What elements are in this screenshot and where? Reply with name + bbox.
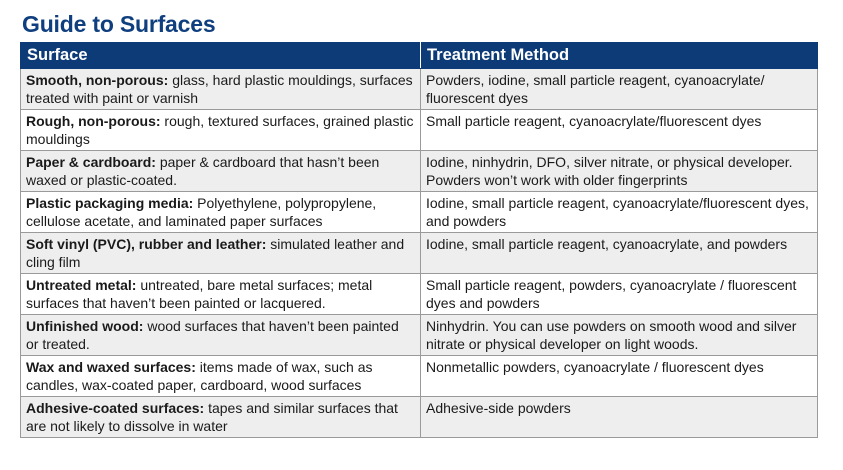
- surface-name: Wax and waxed surfaces:: [26, 359, 196, 375]
- surface-name: Rough, non-porous:: [26, 113, 161, 129]
- surface-cell: Smooth, non-porous: glass, hard plastic …: [20, 68, 421, 110]
- method-cell: Small particle reagent, powders, cyanoac…: [420, 273, 818, 315]
- surface-cell: Adhesive-coated surfaces: tapes and simi…: [20, 396, 421, 438]
- method-cell: Adhesive-side powders: [420, 396, 818, 438]
- surfaces-table: Surface Treatment Method Smooth, non-por…: [20, 42, 818, 438]
- table-row: Soft vinyl (PVC), rubber and leather: si…: [20, 232, 818, 274]
- surface-description: wood surfaces that haven’t been painted …: [26, 318, 399, 352]
- surface-name: Untreated metal:: [26, 277, 137, 293]
- table-header-row: Surface Treatment Method: [20, 42, 818, 69]
- table-row: Smooth, non-porous: glass, hard plastic …: [20, 68, 818, 110]
- surface-description: simulated leather and cling film: [26, 236, 405, 270]
- surface-name: Plastic packaging media:: [26, 195, 194, 211]
- surface-cell: Paper & cardboard: paper & cardboard tha…: [20, 150, 421, 192]
- surface-cell: Plastic packaging media: Polyethylene, p…: [20, 191, 421, 233]
- surface-description: Polyethylene, polypropylene, cellulose a…: [26, 195, 377, 229]
- surface-description: rough, textured surfaces, grained plasti…: [26, 113, 414, 147]
- surface-name: Soft vinyl (PVC), rubber and leather:: [26, 236, 267, 252]
- surface-cell: Wax and waxed surfaces: items made of wa…: [20, 355, 421, 397]
- header-treatment-method: Treatment Method: [420, 42, 818, 69]
- method-cell: Iodine, small particle reagent, cyanoacr…: [420, 191, 818, 233]
- surface-description: tapes and similar surfaces that are not …: [26, 400, 398, 434]
- surface-description: paper & cardboard that hasn’t been waxed…: [26, 154, 380, 188]
- surface-name: Paper & cardboard:: [26, 154, 156, 170]
- header-surface: Surface: [20, 42, 421, 69]
- guide-container: Guide to Surfaces Surface Treatment Meth…: [20, 10, 818, 438]
- surface-cell: Untreated metal: untreated, bare metal s…: [20, 273, 421, 315]
- method-cell: Powders, iodine, small particle reagent,…: [420, 68, 818, 110]
- surface-cell: Soft vinyl (PVC), rubber and leather: si…: [20, 232, 421, 274]
- surface-cell: Unfinished wood: wood surfaces that have…: [20, 314, 421, 356]
- surface-description: glass, hard plastic mouldings, surfaces …: [26, 72, 413, 106]
- surface-cell: Rough, non-porous: rough, textured surfa…: [20, 109, 421, 151]
- table-row: Paper & cardboard: paper & cardboard tha…: [20, 150, 818, 192]
- method-cell: Iodine, ninhydrin, DFO, silver nitrate, …: [420, 150, 818, 192]
- table-row: Wax and waxed surfaces: items made of wa…: [20, 355, 818, 397]
- table-row: Rough, non-porous: rough, textured surfa…: [20, 109, 818, 151]
- table-row: Untreated metal: untreated, bare metal s…: [20, 273, 818, 315]
- method-cell: Ninhydrin. You can use powders on smooth…: [420, 314, 818, 356]
- method-cell: Small particle reagent, cyanoacrylate/fl…: [420, 109, 818, 151]
- method-cell: Iodine, small particle reagent, cyanoacr…: [420, 232, 818, 274]
- surface-description: untreated, bare metal surfaces; metal su…: [26, 277, 373, 311]
- surface-name: Adhesive-coated surfaces:: [26, 400, 205, 416]
- table-row: Plastic packaging media: Polyethylene, p…: [20, 191, 818, 233]
- method-cell: Nonmetallic powders, cyanoacrylate / flu…: [420, 355, 818, 397]
- table-row: Unfinished wood: wood surfaces that have…: [20, 314, 818, 356]
- table-row: Adhesive-coated surfaces: tapes and simi…: [20, 396, 818, 438]
- surface-name: Unfinished wood:: [26, 318, 144, 334]
- page-title: Guide to Surfaces: [22, 11, 216, 37]
- surface-name: Smooth, non-porous:: [26, 72, 169, 88]
- surface-description: items made of wax, such as candles, wax-…: [26, 359, 373, 393]
